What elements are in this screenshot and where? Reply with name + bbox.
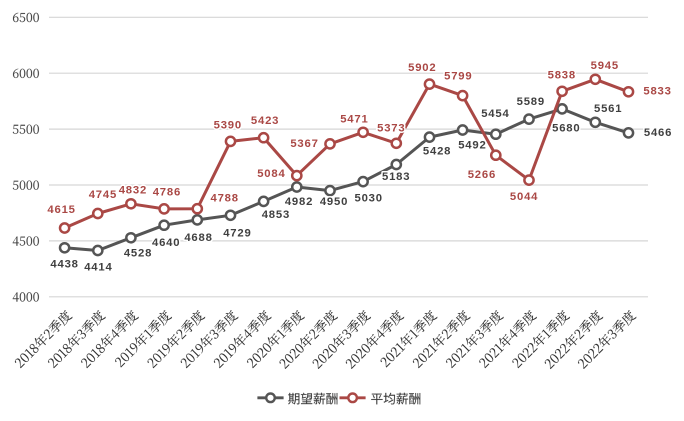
svg-text:4729: 4729 [223, 227, 251, 239]
svg-text:5454: 5454 [481, 108, 509, 120]
svg-text:4528: 4528 [124, 248, 152, 260]
svg-text:4853: 4853 [262, 209, 290, 221]
svg-text:4786: 4786 [153, 186, 181, 198]
svg-text:5423: 5423 [251, 115, 279, 127]
svg-text:4688: 4688 [184, 232, 212, 244]
svg-text:5492: 5492 [458, 139, 486, 151]
svg-text:4640: 4640 [152, 237, 180, 249]
svg-text:4615: 4615 [47, 204, 75, 216]
svg-text:5833: 5833 [643, 86, 671, 98]
svg-text:5084: 5084 [257, 168, 285, 180]
svg-text:5183: 5183 [382, 171, 410, 183]
svg-text:5044: 5044 [510, 191, 538, 203]
svg-text:5428: 5428 [423, 146, 451, 158]
svg-text:5266: 5266 [468, 169, 496, 181]
svg-text:5373: 5373 [377, 122, 405, 134]
svg-text:5390: 5390 [214, 120, 242, 132]
svg-text:5471: 5471 [340, 113, 368, 125]
svg-text:5945: 5945 [591, 60, 619, 72]
svg-text:5589: 5589 [517, 96, 545, 108]
svg-text:4788: 4788 [211, 192, 239, 204]
svg-text:4950: 4950 [320, 196, 348, 208]
svg-text:4745: 4745 [89, 189, 117, 201]
svg-text:5680: 5680 [552, 123, 580, 135]
svg-text:5838: 5838 [548, 69, 576, 81]
svg-text:5561: 5561 [594, 103, 622, 115]
svg-text:5799: 5799 [444, 70, 472, 82]
svg-text:4832: 4832 [119, 185, 147, 197]
svg-text:5902: 5902 [408, 62, 436, 74]
svg-text:4982: 4982 [285, 196, 313, 208]
svg-text:5367: 5367 [290, 138, 318, 150]
svg-text:4414: 4414 [84, 262, 112, 274]
svg-text:5466: 5466 [644, 127, 672, 139]
svg-text:5030: 5030 [355, 192, 383, 204]
svg-text:4438: 4438 [50, 258, 78, 270]
